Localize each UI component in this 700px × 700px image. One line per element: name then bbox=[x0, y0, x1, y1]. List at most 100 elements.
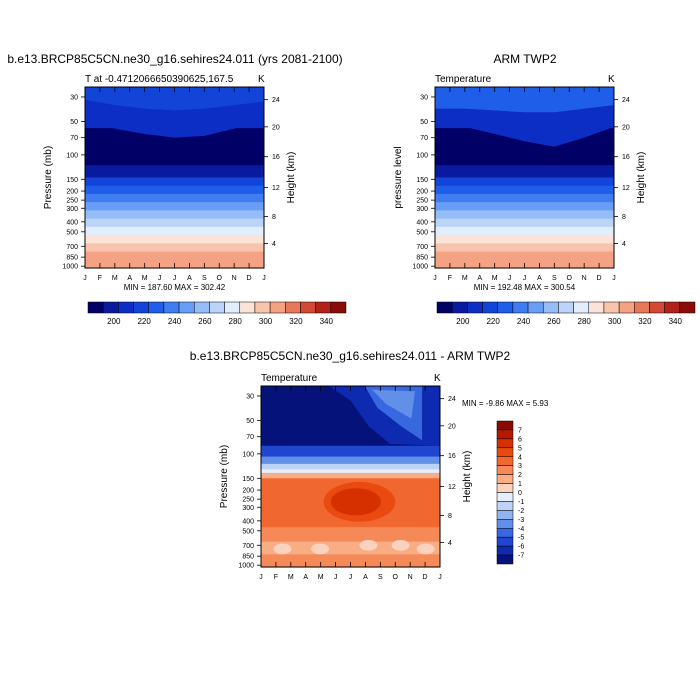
contour-band bbox=[435, 165, 614, 170]
height-tick-label: 16 bbox=[448, 453, 456, 460]
y-tick-label: 300 bbox=[66, 206, 78, 213]
contour-band bbox=[435, 214, 614, 220]
contour-band bbox=[435, 235, 614, 240]
y-tick-label: 70 bbox=[420, 135, 428, 142]
colorbar-cell bbox=[193, 301, 210, 314]
colorbar-label: 5 bbox=[518, 445, 522, 452]
contour-band bbox=[85, 239, 264, 244]
colorbar-cell bbox=[163, 301, 180, 314]
colorbar-cell bbox=[603, 301, 620, 314]
x-tick-label: M bbox=[318, 574, 324, 581]
y-tick-label: 30 bbox=[70, 94, 78, 101]
height-tick-label: 12 bbox=[272, 185, 280, 192]
y-tick-label: 30 bbox=[246, 393, 254, 400]
unit-label: K bbox=[434, 373, 441, 384]
colorbar-cell bbox=[496, 545, 514, 556]
colorbar-cell bbox=[467, 301, 483, 314]
y-tick-label: 200 bbox=[416, 189, 428, 196]
x-tick-label: O bbox=[393, 574, 399, 581]
x-tick-label: N bbox=[232, 275, 237, 282]
contour-band bbox=[435, 243, 614, 249]
contour-band bbox=[435, 247, 614, 253]
contour-upper-layer bbox=[85, 87, 264, 111]
x-tick-label: A bbox=[303, 574, 308, 581]
colorbar-cell bbox=[496, 554, 514, 565]
x-tick-label: M bbox=[492, 275, 498, 282]
contour-band bbox=[85, 214, 264, 220]
x-tick-label: J bbox=[523, 275, 527, 282]
contour-band bbox=[435, 173, 614, 179]
contour-band bbox=[85, 210, 264, 216]
x-tick-label: J bbox=[438, 574, 442, 581]
contour-band bbox=[85, 165, 264, 170]
height-tick-label: 24 bbox=[622, 97, 630, 104]
contour-band bbox=[85, 177, 264, 183]
colorbar-cell bbox=[496, 492, 514, 502]
y-tick-label: 150 bbox=[416, 177, 428, 184]
contour-band bbox=[85, 259, 264, 265]
x-tick-label: N bbox=[582, 275, 587, 282]
y-axis-label-right: Height (km) bbox=[286, 152, 297, 204]
x-tick-label: A bbox=[477, 275, 482, 282]
colorbar-cell bbox=[496, 536, 514, 547]
contour-pale-patch bbox=[359, 539, 378, 551]
colorbar-label: 240 bbox=[517, 317, 531, 326]
y-tick-label: 300 bbox=[242, 505, 254, 512]
colorbar-cell bbox=[239, 301, 256, 314]
contour-band bbox=[85, 161, 264, 166]
x-tick-label: A bbox=[537, 275, 542, 282]
height-tick-label: 4 bbox=[272, 241, 276, 248]
colorbar-cell bbox=[451, 301, 468, 314]
contour-pale-patch bbox=[311, 543, 330, 555]
colorbar-cell bbox=[573, 301, 590, 314]
contour-upper-layer bbox=[435, 87, 614, 113]
colorbar-label: 4 bbox=[518, 454, 522, 461]
colorbar-label: 6 bbox=[518, 436, 522, 443]
contour-band bbox=[435, 226, 614, 232]
contour-band bbox=[85, 181, 264, 187]
unit-label: K bbox=[608, 74, 615, 85]
panel-2 bbox=[261, 386, 440, 568]
colorbar-label: 280 bbox=[229, 317, 243, 326]
contour-band bbox=[85, 206, 264, 212]
y-tick-label: 300 bbox=[416, 206, 428, 213]
x-tick-label: S bbox=[378, 574, 383, 581]
contour-band bbox=[85, 185, 264, 191]
chart-subtitle: Temperature bbox=[261, 373, 318, 384]
chart-subtitle: T at -0.4712066650390625,167.5 bbox=[85, 74, 234, 85]
contour-band bbox=[85, 251, 264, 257]
chart-title: b.e13.BRCP85C5CN.ne30_g16.sehires24.011 … bbox=[7, 52, 342, 66]
y-axis-label: Pressure (mb) bbox=[219, 445, 230, 508]
y-tick-label: 850 bbox=[66, 255, 78, 262]
colorbar-cell bbox=[330, 301, 347, 314]
x-tick-label: O bbox=[217, 275, 223, 282]
x-tick-label: J bbox=[612, 275, 616, 282]
colorbar-cell bbox=[148, 301, 165, 314]
height-tick-label: 16 bbox=[622, 154, 630, 161]
y-tick-label: 400 bbox=[416, 219, 428, 226]
contour-band bbox=[435, 189, 614, 195]
contour-band bbox=[85, 235, 264, 240]
y-tick-label: 500 bbox=[242, 528, 254, 535]
y-tick-label: 1000 bbox=[412, 264, 428, 271]
minmax-label: MIN = 187.60 MAX = 302.42 bbox=[124, 283, 226, 292]
colorbar-label: 300 bbox=[608, 317, 622, 326]
contour-band bbox=[85, 218, 264, 224]
contour-band bbox=[85, 144, 264, 150]
height-tick-label: 4 bbox=[622, 241, 626, 248]
colorbar-cell bbox=[209, 301, 225, 314]
y-tick-label: 150 bbox=[66, 177, 78, 184]
y-tick-label: 250 bbox=[66, 198, 78, 205]
contour-band bbox=[435, 222, 614, 228]
colorbar-cell bbox=[542, 301, 559, 314]
colorbar-cell bbox=[512, 301, 529, 314]
colorbar-cell bbox=[496, 456, 514, 466]
contour-pale-patch bbox=[416, 543, 435, 555]
contour-band bbox=[435, 193, 614, 199]
x-tick-label: O bbox=[567, 275, 573, 282]
x-tick-label: N bbox=[408, 574, 413, 581]
colorbar-label: 200 bbox=[456, 317, 470, 326]
x-tick-label: J bbox=[173, 275, 177, 282]
colorbar-cell bbox=[496, 465, 514, 475]
